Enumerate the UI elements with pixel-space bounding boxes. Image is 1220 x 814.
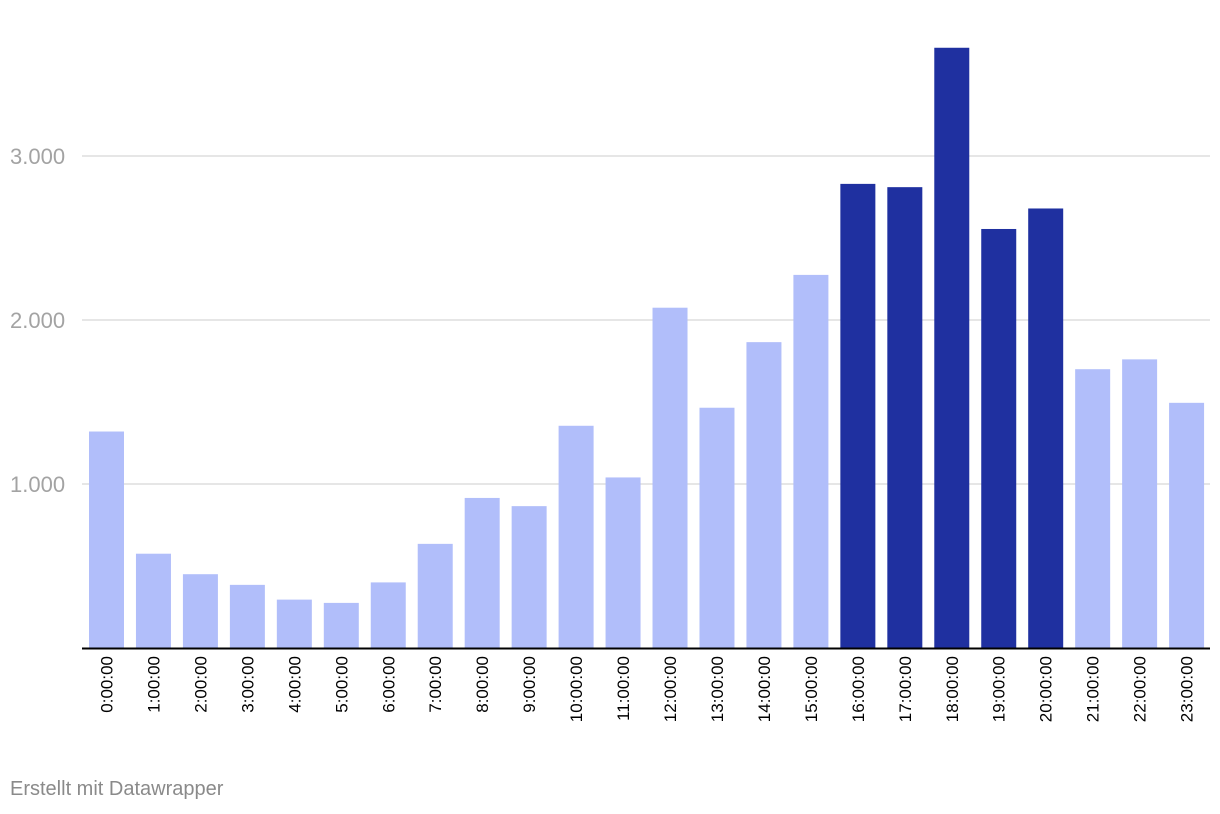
- x-tick-label: 15:00:00: [802, 656, 821, 722]
- bar-21-00-00: [1075, 369, 1111, 648]
- bar-19-00-00: [981, 228, 1017, 649]
- x-tick-label: 6:00:00: [379, 656, 398, 713]
- x-tick-label: 7:00:00: [426, 656, 445, 713]
- bar-4-00-00: [276, 599, 312, 648]
- x-tick-label: 2:00:00: [191, 656, 210, 713]
- x-tick-label: 14:00:00: [755, 656, 774, 722]
- bar-8-00-00: [464, 497, 500, 648]
- x-tick-labels: 0:00:00 1:00:00 2:00:00 3:00:00 4:00:00 5:00:…: [98, 656, 1197, 722]
- x-tick-label: 19:00:00: [990, 656, 1009, 722]
- bar-11-00-00: [605, 477, 641, 648]
- bar-7-00-00: [417, 543, 453, 648]
- y-tick-label: 2.000: [10, 308, 65, 333]
- x-tick-label: 16:00:00: [849, 656, 868, 722]
- bar-chart: 1.000 2.000 3.000 0:00:00 1:00:00 2:00:00 3:0…: [10, 47, 1210, 722]
- x-tick-label: 11:00:00: [614, 656, 633, 721]
- x-tick-label: 20:00:00: [1037, 656, 1056, 722]
- x-tick-label: 17:00:00: [896, 656, 915, 722]
- x-tick-label: 22:00:00: [1131, 656, 1150, 722]
- x-tick-label: 13:00:00: [708, 656, 727, 722]
- x-tick-label: 21:00:00: [1084, 656, 1103, 722]
- y-tick-label: 1.000: [10, 472, 65, 497]
- bar-17-00-00: [887, 187, 923, 648]
- bar-12-00-00: [652, 307, 688, 648]
- bar-23-00-00: [1169, 402, 1205, 648]
- footer-credit: Erstellt mit Datawrapper: [10, 778, 224, 800]
- bar-0-00-00: [89, 431, 124, 648]
- x-tick-label: 10:00:00: [567, 656, 586, 722]
- x-tick-label: 8:00:00: [473, 656, 492, 713]
- bar-10-00-00: [558, 425, 594, 648]
- bar-1-00-00: [135, 553, 171, 648]
- bar-2-00-00: [182, 574, 218, 648]
- bar-9-00-00: [511, 506, 547, 648]
- bar-14-00-00: [746, 342, 782, 648]
- bars: [89, 47, 1205, 649]
- bar-22-00-00: [1122, 359, 1158, 648]
- x-tick-label: 18:00:00: [943, 656, 962, 722]
- y-tick-label: 3.000: [10, 144, 65, 169]
- bar-13-00-00: [699, 407, 735, 648]
- bar-3-00-00: [229, 584, 265, 648]
- bar-20-00-00: [1028, 208, 1064, 649]
- bar-15-00-00: [793, 274, 829, 648]
- x-tick-label: 3:00:00: [238, 656, 257, 713]
- x-tick-label: 0:00:00: [98, 656, 117, 713]
- x-tick-label: 23:00:00: [1178, 656, 1197, 722]
- gridlines: 1.000 2.000 3.000: [10, 144, 1210, 497]
- bar-6-00-00: [370, 582, 406, 648]
- bar-16-00-00: [840, 183, 876, 648]
- x-tick-label: 12:00:00: [661, 656, 680, 722]
- x-tick-label: 4:00:00: [285, 656, 304, 713]
- bar-18-00-00: [934, 47, 970, 648]
- x-tick-label: 5:00:00: [332, 656, 351, 713]
- bar-5-00-00: [323, 602, 359, 648]
- x-tick-label: 9:00:00: [520, 656, 539, 713]
- x-tick-label: 1:00:00: [144, 656, 163, 713]
